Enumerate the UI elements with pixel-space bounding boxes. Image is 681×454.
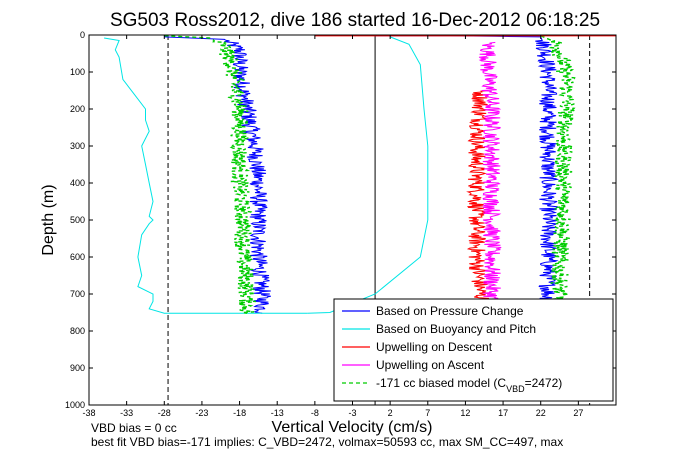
legend-label-upwell_ascent: Upwelling on Ascent bbox=[376, 358, 485, 372]
y-axis: 0 100 200 300 400 500 600 700 800 900 1000 bbox=[65, 30, 616, 410]
series-pressure-0 bbox=[164, 36, 272, 314]
y-tick-label: 500 bbox=[70, 215, 85, 225]
series-pressure-1 bbox=[375, 35, 560, 313]
legend-label-pressure: Based on Pressure Change bbox=[376, 304, 524, 318]
y-tick-label: 900 bbox=[70, 363, 85, 373]
series-biased_model-1 bbox=[540, 35, 576, 314]
footer-best-fit: best fit VBD bias=-171 implies: C_VBD=24… bbox=[91, 435, 563, 449]
y-tick-label: 800 bbox=[70, 326, 85, 336]
x-tick-label: 12 bbox=[460, 408, 470, 418]
legend-label-upwell_descent: Upwelling on Descent bbox=[376, 340, 493, 354]
y-tick-label: 1000 bbox=[65, 400, 85, 410]
series-upwell_descent-0 bbox=[466, 90, 492, 310]
y-tick-label: 100 bbox=[70, 67, 85, 77]
x-tick-label: 2 bbox=[388, 408, 393, 418]
x-tick-label: 22 bbox=[536, 408, 546, 418]
x-tick-label: -38 bbox=[82, 408, 95, 418]
legend-label-buoyancy: Based on Buoyancy and Pitch bbox=[376, 322, 536, 336]
series-buoyancy-0 bbox=[104, 37, 308, 314]
x-tick-label: -13 bbox=[271, 408, 284, 418]
y-tick-label: 0 bbox=[80, 30, 85, 40]
y-tick-label: 300 bbox=[70, 141, 85, 151]
y-tick-label: 200 bbox=[70, 104, 85, 114]
y-tick-label: 700 bbox=[70, 289, 85, 299]
y-axis-label: Depth (m) bbox=[40, 184, 57, 255]
legend: Based on Pressure Change Based on Buoyanc… bbox=[333, 298, 614, 402]
y-tick-label: 400 bbox=[70, 178, 85, 188]
x-tick-label: -33 bbox=[120, 408, 133, 418]
x-tick-label: -28 bbox=[158, 408, 171, 418]
y-tick-label: 600 bbox=[70, 252, 85, 262]
x-axis-label: Vertical Velocity (cm/s) bbox=[272, 419, 433, 436]
legend-box bbox=[333, 298, 614, 402]
x-tick-label: -23 bbox=[195, 408, 208, 418]
series-biased_model-0 bbox=[164, 35, 257, 314]
footer-vbd-bias: VBD bias = 0 cc bbox=[91, 421, 177, 435]
series-upwell_ascent-0 bbox=[478, 41, 502, 313]
x-tick-label: -3 bbox=[348, 408, 356, 418]
x-tick-label: 17 bbox=[498, 408, 508, 418]
chart-title: SG503 Ross2012, dive 186 started 16-Dec-… bbox=[110, 10, 600, 31]
x-axis: -38 -33 -28 -23 -18 -13 -8 -3 2 7 12 17 22 27 bbox=[82, 35, 583, 418]
x-tick-label: -8 bbox=[311, 408, 319, 418]
x-tick-label: -18 bbox=[233, 408, 246, 418]
x-tick-label: 27 bbox=[573, 408, 583, 418]
x-tick-label: 7 bbox=[425, 408, 430, 418]
